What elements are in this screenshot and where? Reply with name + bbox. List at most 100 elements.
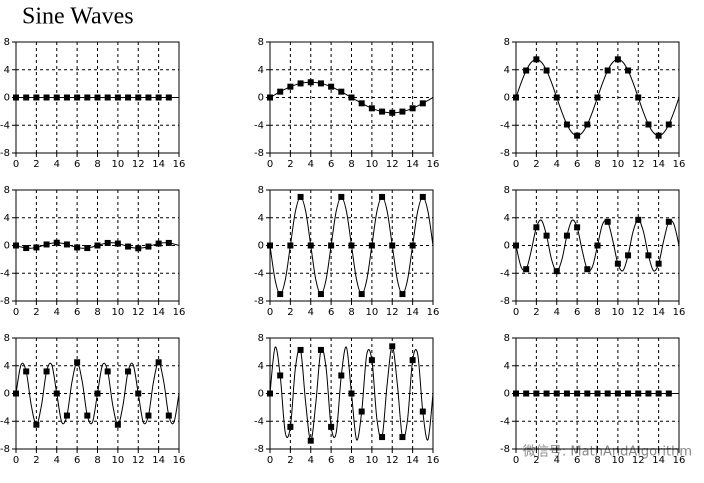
sample-marker: [523, 266, 530, 273]
sample-marker: [287, 83, 294, 90]
sample-marker: [563, 121, 570, 128]
sample-marker: [277, 291, 284, 298]
sample-marker: [125, 243, 132, 250]
sample-marker: [513, 390, 519, 397]
x-tick-label: 10: [612, 159, 625, 170]
sample-marker: [389, 242, 396, 249]
sample-marker: [277, 88, 284, 95]
subplot: 0 2 4 6 8 10 12 14 16 -8 -4 0 4 8: [500, 37, 685, 170]
x-tick-label: 10: [112, 455, 125, 466]
sample-marker: [553, 268, 560, 275]
sample-marker: [625, 67, 632, 74]
sample-marker: [604, 390, 611, 397]
sample-marker: [368, 105, 375, 112]
x-tick-label: 4: [554, 159, 560, 170]
x-tick-label: 0: [513, 307, 519, 318]
y-tick-label: -8: [254, 296, 264, 307]
sample-marker: [104, 94, 111, 101]
x-tick-label: 6: [74, 455, 80, 466]
x-tick-label: 10: [112, 159, 125, 170]
x-tick-label: 4: [308, 307, 314, 318]
sample-marker: [155, 240, 162, 247]
sample-marker: [135, 245, 142, 252]
figure-title: Sine Waves: [22, 4, 134, 30]
x-tick-label: 16: [173, 307, 186, 318]
sample-marker: [399, 434, 406, 441]
sample-marker: [409, 242, 416, 249]
sample-marker: [543, 390, 550, 397]
x-tick-label: 10: [366, 455, 379, 466]
x-tick-label: 4: [54, 455, 60, 466]
sample-marker: [523, 67, 530, 74]
sample-marker: [419, 100, 426, 107]
x-tick-label: 4: [54, 159, 60, 170]
x-tick-label: 6: [574, 159, 580, 170]
x-tick-label: 2: [287, 159, 293, 170]
x-tick-label: 12: [632, 159, 645, 170]
x-tick-label: 2: [33, 455, 39, 466]
sample-marker: [317, 291, 324, 298]
x-tick-label: 0: [13, 159, 19, 170]
y-tick-label: -4: [0, 268, 10, 279]
x-tick-label: 2: [533, 307, 539, 318]
x-tick-label: 16: [427, 455, 440, 466]
x-tick-label: 2: [533, 159, 539, 170]
sample-marker: [74, 94, 81, 101]
y-tick-label: 8: [4, 333, 10, 344]
sample-marker: [165, 412, 172, 419]
x-tick-label: 14: [152, 455, 165, 466]
x-tick-label: 8: [594, 307, 600, 318]
y-tick-label: 8: [258, 37, 264, 48]
sample-marker: [604, 218, 611, 225]
sample-marker: [114, 421, 121, 428]
x-tick-label: 2: [33, 307, 39, 318]
sample-marker: [145, 243, 152, 250]
watermark: 微信号: MathAndAlgorithm: [523, 445, 692, 460]
x-tick-label: 12: [632, 307, 645, 318]
subplot: 0 2 4 6 8 10 12 14 16 -8 -4 0 4 8: [254, 185, 439, 318]
sample-marker: [543, 67, 550, 74]
sample-marker: [287, 423, 294, 430]
sample-marker: [53, 239, 60, 246]
sample-marker: [297, 346, 304, 353]
sample-marker: [379, 193, 386, 200]
y-tick-label: 4: [258, 65, 264, 76]
sample-marker: [563, 390, 570, 397]
sample-marker: [145, 412, 152, 419]
sample-marker: [74, 359, 81, 366]
sample-marker: [145, 94, 152, 101]
sample-marker: [604, 67, 611, 74]
sample-marker: [358, 100, 365, 107]
sample-marker: [594, 94, 601, 101]
x-tick-label: 6: [74, 307, 80, 318]
sample-marker: [409, 105, 416, 112]
sample-marker: [53, 390, 60, 397]
sample-marker: [135, 390, 142, 397]
x-tick-label: 14: [652, 307, 665, 318]
y-tick-label: 8: [4, 185, 10, 196]
sample-marker: [155, 359, 162, 366]
x-tick-label: 0: [267, 307, 273, 318]
sample-marker: [523, 390, 530, 397]
y-tick-label: 0: [4, 241, 10, 252]
sample-marker: [287, 242, 294, 249]
sample-marker: [338, 372, 345, 379]
sample-marker: [409, 357, 416, 364]
sample-marker: [94, 94, 101, 101]
y-tick-label: 8: [258, 185, 264, 196]
sample-marker: [13, 390, 19, 397]
y-tick-label: -4: [254, 268, 264, 279]
sample-marker: [389, 343, 396, 350]
x-tick-label: 10: [366, 307, 379, 318]
y-tick-label: 0: [258, 241, 264, 252]
y-tick-label: 4: [258, 361, 264, 372]
y-tick-label: 0: [4, 93, 10, 104]
x-tick-label: 16: [173, 455, 186, 466]
x-tick-label: 14: [406, 455, 419, 466]
sample-marker: [368, 357, 375, 364]
x-tick-label: 14: [406, 159, 419, 170]
x-tick-label: 4: [308, 159, 314, 170]
sample-marker: [33, 421, 40, 428]
sample-marker: [574, 224, 581, 231]
